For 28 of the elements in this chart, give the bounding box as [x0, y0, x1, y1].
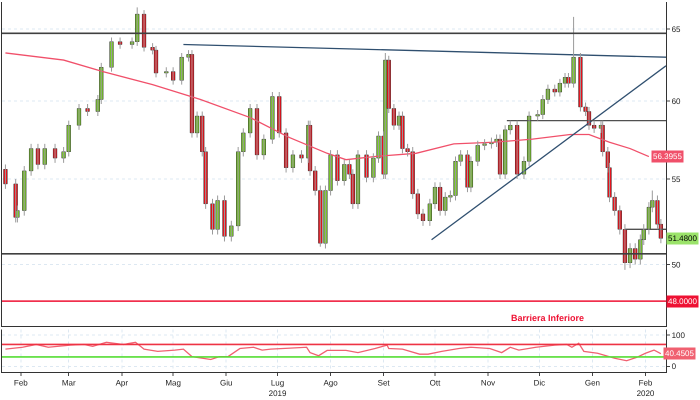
x-tick-label: Ago — [323, 378, 338, 388]
y-tick-label: 55 — [672, 174, 682, 184]
y-tick-label: 50 — [672, 260, 682, 270]
x-tick-label: Lug 2019 — [268, 378, 287, 398]
y-tick-label: 0 — [672, 362, 677, 372]
y-tick-label: 60 — [672, 96, 682, 106]
x-tick-label: Ott — [430, 378, 442, 388]
x-tick-label: Mar — [62, 378, 76, 388]
line-series — [4, 342, 662, 362]
x-tick-label: Apr — [116, 378, 128, 388]
candlestick — [85, 103, 90, 117]
x-tick-label: Feb — [14, 378, 28, 388]
x-tick-label: Set — [378, 378, 390, 388]
x-tick-label: Mag — [165, 378, 181, 388]
y-tick-label: 100 — [672, 330, 686, 340]
x-tick-label: Gen — [584, 378, 600, 388]
x-tick-label: Nov — [480, 378, 496, 388]
x-tick-label: Giu — [220, 378, 232, 388]
ref-line-label: Barriera Inferiore — [511, 313, 584, 323]
x-tick-label: Feb 2020 — [636, 378, 655, 398]
line-series — [4, 52, 650, 160]
candlestick — [164, 66, 168, 78]
y-tick-label: 65 — [672, 24, 682, 34]
data-label: 40.4505 — [665, 349, 694, 358]
annotation: 51.4800 — [668, 234, 698, 243]
annotation: 48.0000 — [668, 297, 698, 306]
data-label: 56.3955 — [653, 152, 682, 161]
x-tick-label: Dic — [534, 378, 546, 388]
